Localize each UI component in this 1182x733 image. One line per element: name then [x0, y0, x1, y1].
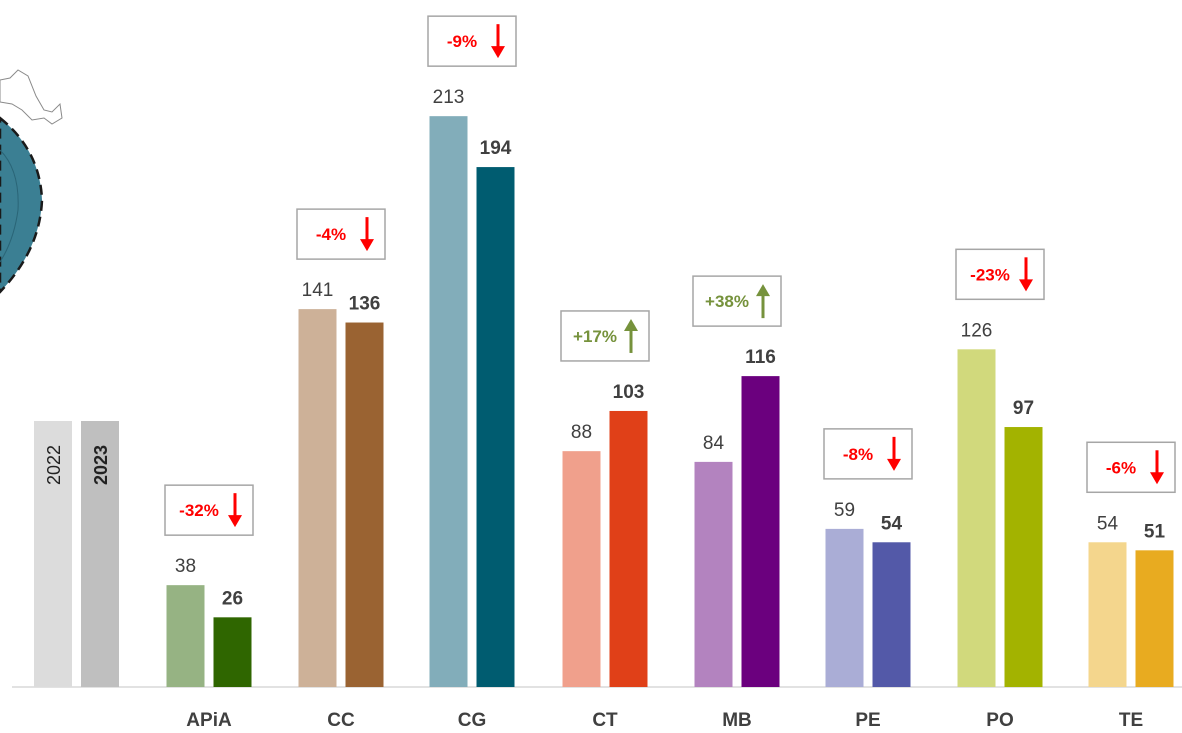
change-annotation-mb: +38%: [692, 275, 782, 327]
legend-label-2022: 2022: [44, 445, 64, 485]
arrow-up-icon-mb: [756, 284, 770, 319]
change-annotations-layer: -32% -4% -9% +17% +38% -8% -23% -6%: [164, 15, 1176, 536]
change-box-cc: [296, 208, 386, 260]
category-label-cg: CG: [458, 710, 487, 731]
category-label-apia: APiA: [186, 710, 232, 731]
change-box-ct: [560, 310, 650, 362]
legend: 2022 2023: [34, 421, 119, 687]
change-annotation-pe: -8%: [823, 428, 913, 480]
value-label-po-2022: 126: [961, 320, 993, 341]
value-label-po-2023: 97: [1013, 398, 1034, 419]
bar-po-2023: [1004, 427, 1043, 687]
value-label-cg-2022: 213: [433, 87, 465, 108]
change-text-mb: +38%: [705, 292, 749, 311]
legend-swatch-2023: [81, 421, 119, 687]
value-label-cc-2023: 136: [349, 294, 381, 315]
legend-swatch-2022: [34, 421, 72, 687]
change-text-cg: -9%: [447, 32, 477, 51]
bar-apia-2022: [166, 585, 205, 687]
bar-po-2022: [957, 349, 996, 687]
bar-ct-2022: [562, 451, 601, 687]
change-text-pe: -8%: [843, 445, 873, 464]
arrow-down-icon-cg: [491, 24, 505, 59]
map-decoration: [0, 69, 63, 294]
bar-apia-2023: [213, 617, 252, 687]
change-annotation-cc: -4%: [296, 208, 386, 260]
bar-pe-2023: [872, 542, 911, 687]
change-text-cc: -4%: [316, 225, 346, 244]
bar-te-2023: [1135, 550, 1174, 687]
change-text-po: -23%: [970, 265, 1010, 284]
bar-mb-2023: [741, 376, 780, 687]
category-labels-layer: APiA CC CG CT MB PE PO TE: [186, 710, 1143, 731]
change-annotation-apia: -32%: [164, 484, 254, 536]
arrow-down-icon-apia: [228, 493, 242, 528]
change-box-po: [955, 248, 1045, 301]
arrow-down-icon-te: [1150, 450, 1164, 485]
arrow-up-icon-ct: [624, 318, 638, 353]
value-label-apia-2022: 38: [175, 556, 196, 577]
change-text-apia: -32%: [179, 501, 219, 520]
category-label-pe: PE: [855, 710, 880, 731]
value-label-cc-2022: 141: [302, 280, 334, 301]
change-annotation-ct: +17%: [560, 310, 650, 362]
change-annotation-cg: -9%: [427, 15, 517, 67]
change-text-te: -6%: [1106, 458, 1136, 477]
value-label-ct-2023: 103: [613, 382, 645, 403]
bars-layer: [166, 116, 1174, 687]
change-box-mb: [692, 275, 782, 327]
change-annotation-te: -6%: [1086, 441, 1176, 494]
bar-cc-2022: [298, 309, 337, 687]
value-label-ct-2022: 88: [571, 422, 592, 443]
bar-cg-2023: [476, 167, 515, 687]
value-label-mb-2023: 116: [745, 347, 776, 368]
bar-ct-2023: [609, 410, 648, 687]
category-label-po: PO: [986, 710, 1013, 731]
arrow-down-icon-pe: [887, 436, 901, 471]
change-box-te: [1086, 441, 1176, 494]
change-box-pe: [823, 428, 913, 480]
change-box-apia: [164, 484, 254, 536]
value-label-pe-2023: 54: [881, 513, 903, 534]
category-label-mb: MB: [722, 710, 752, 731]
arrow-down-icon-cc: [360, 217, 374, 252]
bar-cc-2023: [345, 322, 384, 687]
bar-mb-2022: [694, 461, 733, 687]
value-label-te-2022: 54: [1097, 513, 1119, 534]
change-text-ct: +17%: [573, 327, 617, 346]
category-label-te: TE: [1119, 710, 1143, 731]
arrow-down-icon-po: [1019, 257, 1033, 292]
value-label-mb-2022: 84: [703, 433, 725, 454]
value-labels-layer: 38 26 141 136 213 194 88 103 84 116 59 54 126 97 54 51: [175, 87, 1166, 609]
value-label-apia-2023: 26: [222, 588, 243, 609]
category-label-ct: CT: [592, 710, 618, 731]
bar-te-2022: [1088, 542, 1127, 687]
value-label-cg-2023: 194: [480, 138, 512, 159]
category-label-cc: CC: [327, 710, 355, 731]
value-label-pe-2022: 59: [834, 500, 855, 521]
change-box-cg: [427, 15, 517, 67]
value-label-te-2023: 51: [1144, 521, 1166, 542]
bar-cg-2022: [429, 116, 468, 687]
bar-pe-2022: [825, 528, 864, 687]
change-annotation-po: -23%: [955, 248, 1045, 301]
legend-label-2023: 2023: [91, 445, 111, 485]
